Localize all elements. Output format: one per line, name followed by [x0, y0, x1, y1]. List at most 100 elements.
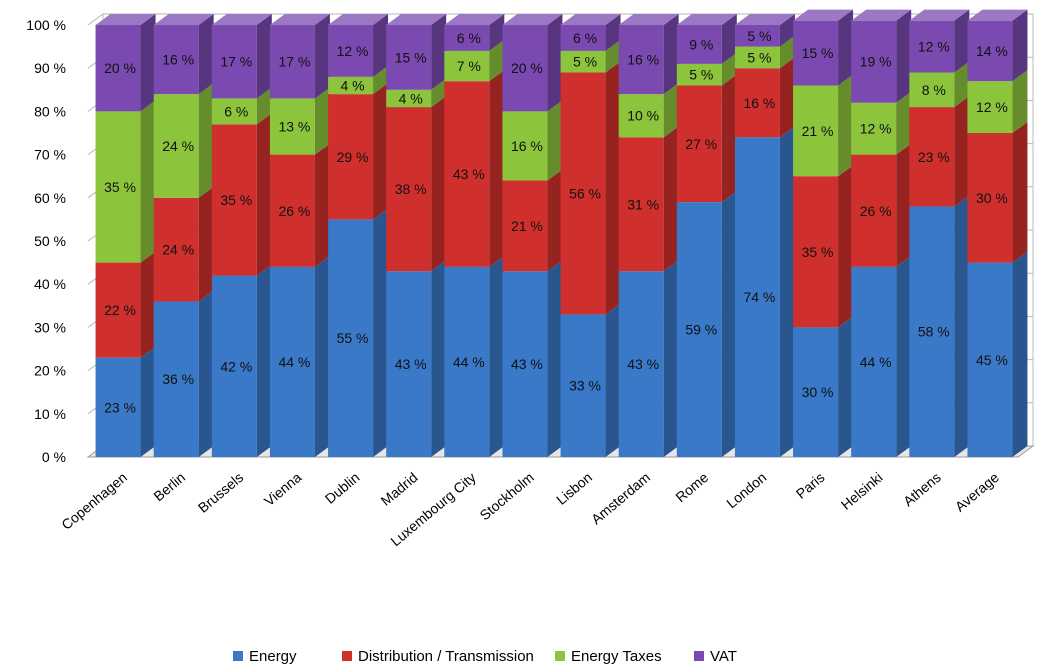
bar-segment-side	[140, 100, 156, 263]
y-tick-label: 70 %	[34, 147, 66, 163]
bar-segment-side	[373, 208, 389, 457]
legend-label: Distribution / Transmission	[358, 648, 534, 665]
x-tick-label: Brussels	[195, 469, 246, 516]
data-label: 5 %	[573, 54, 597, 70]
bar-segment-side	[198, 14, 214, 95]
data-label: 15 %	[802, 45, 834, 61]
x-tick-label: Stockholm	[477, 469, 537, 523]
bar-segment-front	[967, 81, 1013, 133]
bar-segment-side	[954, 9, 970, 73]
bar-segment-front	[444, 25, 490, 51]
bar-segment-side	[256, 264, 272, 457]
bar-segment-front	[386, 271, 432, 457]
bar-segment-side	[256, 113, 272, 276]
bar-segment-front	[502, 271, 548, 457]
bar-segment-side	[1012, 251, 1028, 457]
legend-item: Energy	[233, 648, 297, 665]
bar-segment-front	[967, 20, 1013, 82]
data-label: 35 %	[220, 192, 252, 208]
bar-segment-side	[954, 96, 970, 207]
bar-segment-side	[1012, 70, 1028, 133]
data-label: 44 %	[278, 354, 310, 370]
bar-segment-side	[373, 65, 389, 95]
bar-segment-front	[793, 85, 839, 177]
bar-top	[444, 14, 505, 25]
bar-segment-side	[721, 52, 737, 86]
bar-segment-front	[444, 81, 490, 267]
bar-segment-side	[838, 165, 854, 328]
legend-label: Energy Taxes	[571, 648, 662, 665]
bar-segment-front	[734, 68, 780, 138]
bar-stack	[560, 14, 621, 457]
data-label: 31 %	[627, 196, 659, 212]
data-label: 5 %	[747, 49, 771, 65]
bar-segment-side	[779, 14, 795, 47]
data-label: 35 %	[802, 244, 834, 260]
bar-segment-side	[140, 251, 156, 358]
bar-segment-side	[489, 39, 505, 82]
bar-segment-side	[489, 14, 505, 51]
data-label: 12 %	[860, 121, 892, 137]
bar-top	[909, 9, 970, 21]
x-tick-label: Athens	[900, 469, 944, 509]
bar-segment-side	[198, 290, 214, 457]
bar-segment-front	[211, 275, 257, 457]
bar-stack	[618, 14, 679, 457]
bar-stack	[328, 14, 389, 457]
x-tick-label: Rome	[672, 469, 711, 505]
bar-top	[269, 14, 330, 25]
bar-segment-side	[838, 316, 854, 457]
legend-swatch	[555, 651, 565, 661]
bar-stack	[95, 14, 156, 457]
data-label: 23 %	[104, 399, 136, 415]
bar-stack	[909, 9, 970, 457]
bar-segment-front	[386, 25, 432, 90]
legend-swatch	[694, 651, 704, 661]
bar-segment-side	[896, 143, 912, 267]
bar-segment-side	[140, 14, 156, 112]
bar-segment-front	[269, 266, 315, 457]
bar-stack	[851, 9, 912, 457]
bar-segment-side	[605, 303, 621, 457]
bar-stack	[444, 14, 505, 457]
data-label: 42 %	[220, 358, 252, 374]
bar-segment-side	[896, 9, 912, 103]
bar-segment-front	[967, 262, 1013, 457]
bar-segment-side	[954, 61, 970, 108]
data-label: 26 %	[860, 203, 892, 219]
bar-segment-front	[967, 133, 1013, 263]
bar-stack	[386, 14, 447, 457]
y-tick-label: 100 %	[26, 17, 66, 33]
bar-segment-front	[153, 301, 199, 457]
data-label: 16 %	[743, 95, 775, 111]
legend-item: Distribution / Transmission	[342, 648, 534, 665]
bar-top	[793, 9, 854, 21]
bar-segment-side	[547, 169, 563, 272]
data-label: 24 %	[162, 242, 194, 258]
x-tick-label: Vienna	[261, 469, 305, 509]
data-label: 56 %	[569, 185, 601, 201]
bar-segment-side	[373, 83, 389, 220]
data-label: 27 %	[685, 136, 717, 152]
bar-stack	[967, 9, 1028, 457]
y-tick-label: 50 %	[34, 233, 66, 249]
y-tick-label: 90 %	[34, 60, 66, 76]
bar-segment-side	[605, 14, 621, 51]
bar-top	[851, 9, 912, 21]
bar-segment-front	[793, 327, 839, 457]
bar-segment-side	[314, 87, 330, 155]
bar-segment-side	[1012, 122, 1028, 263]
y-tick-label: 30 %	[34, 319, 66, 335]
bar-segment-side	[896, 91, 912, 155]
bar-segment-side	[547, 260, 563, 457]
bar-segment-front	[328, 76, 374, 95]
bar-segment-side	[838, 74, 854, 177]
data-labels: 23 % 22 % 35 % 20 % 36 % 24 % 24 % 16 % 42 % 35 %…	[104, 28, 1008, 416]
data-label: 44 %	[453, 354, 485, 370]
bar-segment-side	[605, 61, 621, 315]
data-label: 16 %	[162, 52, 194, 68]
data-label: 4 %	[399, 90, 423, 106]
bar-segment-side	[489, 255, 505, 457]
data-label: 22 %	[104, 302, 136, 318]
bar-segment-front	[269, 25, 315, 99]
